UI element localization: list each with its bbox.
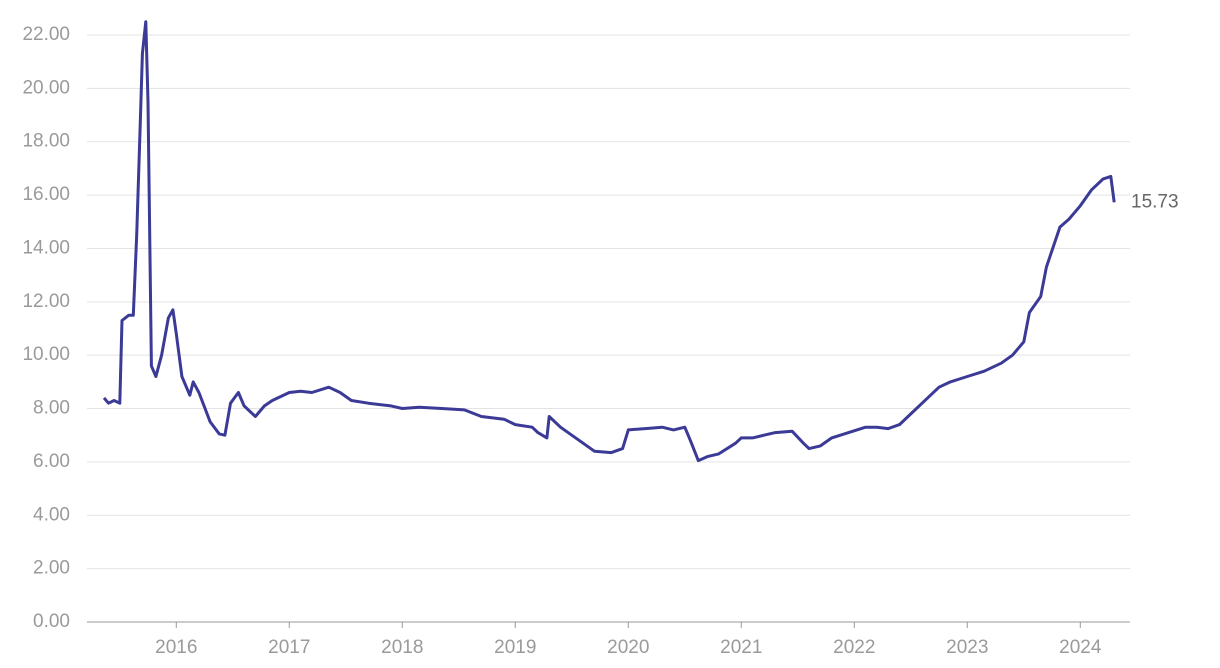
y-tick-label: 20.00: [22, 77, 70, 98]
y-tick-label: 14.00: [22, 237, 70, 258]
y-tick-label: 10.00: [22, 344, 70, 365]
end-label: 15.73: [1131, 191, 1179, 212]
y-tick-label: 22.00: [22, 24, 70, 45]
x-tick-label: 2016: [155, 637, 197, 658]
y-tick-label: 16.00: [22, 184, 70, 205]
y-tick-label: 12.00: [22, 291, 70, 312]
x-tick-label: 2023: [946, 637, 988, 658]
x-tick-label: 2020: [607, 637, 649, 658]
y-tick-label: 8.00: [33, 398, 70, 419]
y-tick-label: 0.00: [33, 611, 70, 632]
line: [102, 20, 1116, 463]
x-tick-label: 2019: [494, 637, 536, 658]
x-tick-label: 2018: [381, 637, 423, 658]
x-tick-label: 2022: [833, 637, 875, 658]
y-tick-label: 4.00: [33, 504, 70, 525]
x-tick-label: 2017: [268, 637, 310, 658]
y-tick-label: 6.00: [33, 451, 70, 472]
y-tick-label: 2.00: [33, 558, 70, 579]
y-tick-label: 18.00: [22, 131, 70, 152]
x-tick-label: 2024: [1059, 637, 1102, 658]
x-tick-label: 2021: [720, 637, 762, 658]
